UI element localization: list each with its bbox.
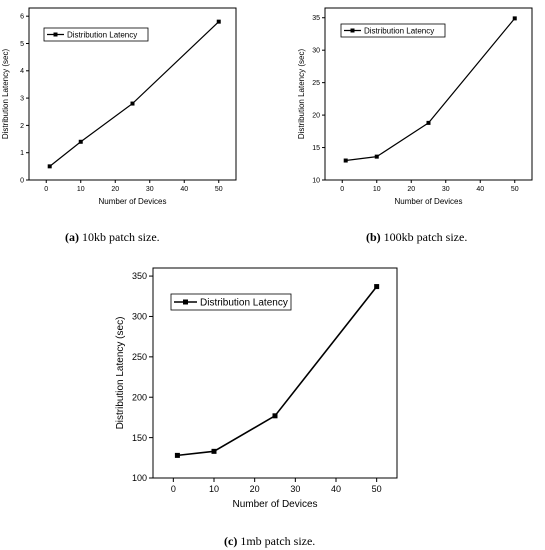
data-point-a-2 [130,101,135,106]
caption-c-label: (c) [224,534,238,548]
y-tick-label-b-0: 10 [312,177,320,184]
plot-frame-b [324,7,533,181]
caption-b-label: (b) [366,230,381,244]
chart-a: 0 10 20 30 40 50 0 1 2 3 4 5 6 Number of Devices Distr… [1,7,237,206]
y-tick-label-c-1: 150 [132,433,147,443]
chart-c: 0 10 20 30 40 50 100 150 200 250 300 350 Number of D… [115,267,398,510]
caption-c: (c) 1mb patch size. [224,534,315,549]
x-axis-label-a: Number of Devices [98,197,166,206]
chart-b: 0 10 20 30 40 50 10 15 20 25 30 35 Number of Devices… [297,7,533,206]
caption-a-text: 10kb patch size. [82,230,160,244]
data-point-c-0 [174,452,180,458]
data-point-b-0 [343,158,348,163]
series-line-b-0 [345,18,516,162]
x-tick-label-a-1: 10 [77,186,85,193]
x-tick-label-a-3: 30 [146,186,154,193]
x-tick-label-b-4: 40 [476,186,484,193]
caption-a: (a) 10kb patch size. [65,230,160,245]
y-tick-label-a-0: 0 [20,177,24,184]
data-point-a-0 [47,164,52,169]
x-tick-label-b-2: 20 [407,186,415,193]
legend-label-c: Distribution Latency [200,298,288,309]
y-tick-label-a-3: 3 [20,96,24,103]
series-line-a-0 [49,21,220,167]
y-tick-label-b-1: 15 [312,145,320,152]
x-tick-label-b-5: 50 [511,186,519,193]
legend-marker-b [350,28,355,33]
y-tick-label-c-4: 300 [132,312,147,322]
y-tick-label-c-5: 350 [132,271,147,281]
x-tick-label-b-0: 0 [340,186,344,193]
y-axis-label-c: Distribution Latency (sec) [115,317,126,430]
x-tick-label-a-0: 0 [44,186,48,193]
y-axis-label-b: Distribution Latency (sec) [297,49,306,140]
y-tick-label-c-3: 250 [132,352,147,362]
legend-box-b [340,23,446,38]
data-point-b-3 [512,16,517,21]
y-tick-label-a-1: 1 [20,150,24,157]
caption-b-text: 100kb patch size. [383,230,468,244]
y-tick-label-b-2: 20 [312,113,320,120]
x-axis-label-c: Number of Devices [232,499,317,510]
y-axis-label-a: Distribution Latency (sec) [1,49,10,140]
x-tick-label-b-3: 30 [442,186,450,193]
data-point-c-1 [211,448,217,454]
legend-box-c [170,293,292,311]
data-point-b-1 [374,154,379,159]
x-tick-label-c-3: 30 [290,484,300,494]
y-tick-label-a-6: 6 [20,14,24,21]
x-axis-label-b: Number of Devices [394,197,462,206]
series-line-c-0 [177,286,378,457]
x-tick-label-c-2: 20 [250,484,260,494]
caption-b: (b) 100kb patch size. [366,230,467,245]
plot-frame-a [28,7,237,181]
x-tick-label-c-5: 50 [372,484,382,494]
x-tick-label-c-4: 40 [331,484,341,494]
x-tick-label-c-0: 0 [171,484,176,494]
data-point-c-2 [272,413,278,419]
x-tick-label-a-4: 40 [180,186,188,193]
x-tick-label-a-5: 50 [215,186,223,193]
legend-marker-c [183,299,188,305]
x-tick-label-b-1: 10 [373,186,381,193]
y-tick-label-b-3: 25 [312,80,320,87]
legend-box-a [43,27,149,42]
data-point-a-1 [78,139,83,144]
x-tick-label-c-1: 10 [209,484,219,494]
legend-label-a: Distribution Latency [67,30,137,39]
y-tick-label-b-5: 35 [312,15,320,22]
caption-c-text: 1mb patch size. [240,534,316,548]
y-tick-label-b-4: 30 [312,48,320,55]
plot-frame-c [152,267,398,479]
y-tick-label-a-5: 5 [20,41,24,48]
y-tick-label-c-0: 100 [132,473,147,483]
x-tick-label-a-2: 20 [111,186,119,193]
legend-label-b: Distribution Latency [364,26,434,35]
data-point-c-3 [374,284,380,290]
data-point-b-2 [426,120,431,125]
caption-a-label: (a) [65,230,79,244]
data-point-a-3 [216,19,221,24]
y-tick-label-a-2: 2 [20,123,24,130]
y-tick-label-c-2: 200 [132,392,147,402]
y-tick-label-a-4: 4 [20,68,24,75]
legend-marker-a [53,32,58,37]
